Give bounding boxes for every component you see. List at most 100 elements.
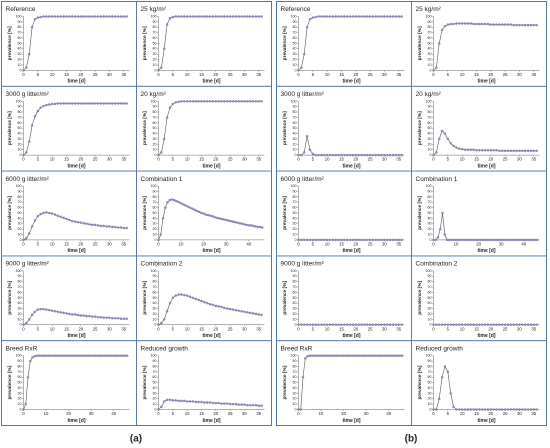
data-point xyxy=(532,408,535,411)
y-tick-label: 80 xyxy=(153,25,157,29)
data-point xyxy=(243,310,246,313)
data-point xyxy=(446,323,450,326)
cell-frame xyxy=(136,340,272,426)
y-tick-label: 30 xyxy=(428,222,432,226)
data-point xyxy=(322,354,325,357)
data-point xyxy=(529,323,533,326)
x-tick-label: 35 xyxy=(256,72,261,77)
data-point xyxy=(463,323,467,326)
data-point xyxy=(458,408,461,411)
data-point xyxy=(87,354,91,357)
data-point xyxy=(99,315,103,319)
data-point xyxy=(157,153,160,157)
data-point xyxy=(76,15,80,18)
data-point xyxy=(45,308,48,311)
x-tick-label: 10 xyxy=(460,72,465,77)
data-point xyxy=(96,102,100,105)
x-tick-label: 30 xyxy=(242,326,247,331)
data-point xyxy=(62,311,65,315)
data-point xyxy=(478,323,481,326)
data-point xyxy=(99,224,103,228)
y-tick-label: 0 xyxy=(430,153,432,157)
y-tick-label: 90 xyxy=(293,189,297,193)
data-point xyxy=(478,22,481,26)
data-point xyxy=(165,310,169,313)
data-point xyxy=(328,153,332,157)
data-point xyxy=(165,23,169,26)
y-tick-label: 80 xyxy=(428,364,432,368)
x-tick-label: 15 xyxy=(199,326,204,331)
x-axis-label: time [d] xyxy=(342,163,360,169)
x-tick-label: 20 xyxy=(213,326,218,331)
y-tick-label: 10 xyxy=(153,317,157,321)
data-point xyxy=(483,408,487,411)
data-point xyxy=(391,323,395,326)
x-tick-label: 15 xyxy=(474,72,479,77)
data-point xyxy=(48,308,51,312)
y-tick-label: 30 xyxy=(153,307,157,311)
y-tick-label: 10 xyxy=(428,63,432,67)
y-tick-label: 60 xyxy=(18,206,22,210)
x-tick-label: 35 xyxy=(396,157,401,162)
y-tick-label: 90 xyxy=(18,20,22,24)
x-tick-label: 30 xyxy=(89,411,94,416)
data-point xyxy=(110,354,113,357)
y-tick-label: 40 xyxy=(293,47,297,51)
data-point xyxy=(435,151,438,154)
data-point xyxy=(515,408,518,411)
y-tick-label: 100 xyxy=(151,184,157,188)
y-axis-label: prevalence [%] xyxy=(282,196,288,230)
x-tick-label: 0 xyxy=(432,157,435,162)
data-point xyxy=(59,15,62,18)
x-tick-label: 30 xyxy=(517,326,522,331)
data-point xyxy=(396,354,399,357)
y-tick-label: 40 xyxy=(18,216,22,220)
data-point xyxy=(368,238,372,242)
y-tick-label: 20 xyxy=(153,57,157,61)
x-tick-label: 10 xyxy=(50,157,55,162)
data-point xyxy=(343,15,346,18)
y-tick-label: 90 xyxy=(293,359,297,363)
data-point xyxy=(200,100,203,103)
x-axis-label: time [d] xyxy=(477,333,495,339)
data-point xyxy=(93,315,97,318)
data-point xyxy=(168,16,172,20)
data-point xyxy=(523,323,527,326)
data-point xyxy=(71,15,74,18)
y-tick-label: 30 xyxy=(153,137,157,141)
x-axis-label: time [d] xyxy=(477,418,495,424)
data-point xyxy=(260,100,263,103)
data-point xyxy=(85,15,88,18)
y-tick-label: 70 xyxy=(428,115,432,119)
data-point xyxy=(111,102,114,105)
data-point xyxy=(33,355,36,358)
x-axis-label: time [d] xyxy=(67,163,85,169)
data-point xyxy=(305,135,309,138)
data-point xyxy=(526,149,530,152)
x-tick-label: 30 xyxy=(382,326,387,331)
data-point xyxy=(168,398,172,402)
data-point xyxy=(248,403,252,407)
data-point xyxy=(22,323,25,326)
y-tick-label: 60 xyxy=(293,290,297,294)
y-tick-label: 0 xyxy=(155,68,157,72)
data-point xyxy=(228,100,232,103)
data-point xyxy=(30,26,34,29)
data-point xyxy=(82,102,85,105)
data-point xyxy=(440,376,444,379)
y-axis-label: prevalence [%] xyxy=(142,365,148,399)
y-tick-label: 10 xyxy=(293,148,297,152)
data-point xyxy=(200,15,203,18)
data-point xyxy=(22,153,25,157)
data-point xyxy=(163,400,166,403)
data-point xyxy=(488,238,492,242)
data-point xyxy=(125,102,128,105)
data-point xyxy=(227,219,230,222)
data-point xyxy=(362,354,366,357)
y-tick-label: 80 xyxy=(428,280,432,284)
y-tick-label: 90 xyxy=(153,359,157,363)
y-tick-label: 10 xyxy=(428,232,432,236)
y-tick-label: 90 xyxy=(428,105,432,109)
data-point xyxy=(203,15,206,18)
data-point xyxy=(185,400,189,403)
